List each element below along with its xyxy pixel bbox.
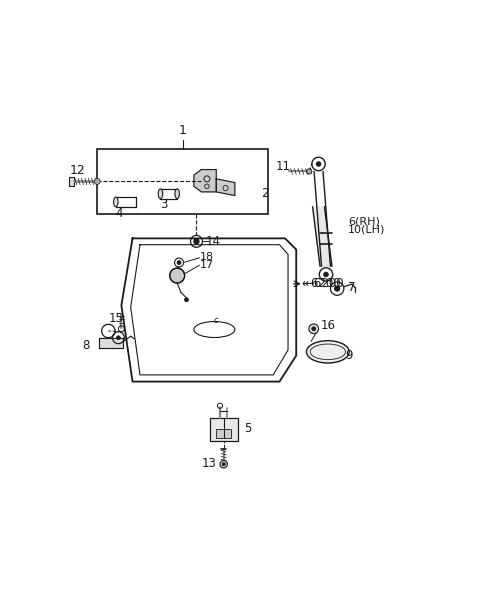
Text: 17: 17 bbox=[200, 260, 215, 270]
Text: 7: 7 bbox=[348, 281, 356, 294]
Text: 9: 9 bbox=[346, 349, 353, 362]
Circle shape bbox=[170, 268, 185, 283]
Ellipse shape bbox=[158, 189, 163, 198]
Circle shape bbox=[220, 460, 228, 468]
Circle shape bbox=[307, 169, 312, 174]
Text: 16: 16 bbox=[321, 319, 336, 332]
Text: 2: 2 bbox=[261, 187, 268, 200]
Circle shape bbox=[312, 327, 315, 330]
Text: 4: 4 bbox=[116, 207, 123, 220]
Polygon shape bbox=[194, 170, 216, 192]
Text: 5: 5 bbox=[244, 422, 252, 435]
Text: 13: 13 bbox=[202, 457, 216, 470]
Bar bbox=[69, 177, 74, 186]
Bar bbox=[210, 419, 238, 441]
Ellipse shape bbox=[175, 189, 180, 198]
Circle shape bbox=[309, 324, 319, 334]
Text: 3: 3 bbox=[160, 198, 168, 211]
Circle shape bbox=[177, 261, 181, 264]
Circle shape bbox=[316, 162, 321, 166]
Circle shape bbox=[94, 179, 100, 184]
Text: 8: 8 bbox=[83, 338, 90, 352]
Ellipse shape bbox=[306, 341, 349, 363]
Circle shape bbox=[117, 336, 120, 340]
Polygon shape bbox=[216, 179, 235, 196]
Text: 10(LH): 10(LH) bbox=[348, 224, 385, 234]
Text: 14: 14 bbox=[206, 235, 221, 248]
Circle shape bbox=[194, 239, 199, 244]
Text: 12: 12 bbox=[69, 164, 85, 177]
Bar bbox=[216, 429, 231, 438]
Circle shape bbox=[324, 272, 328, 277]
Text: 6(RH): 6(RH) bbox=[348, 217, 380, 226]
Text: 11: 11 bbox=[276, 160, 291, 173]
Circle shape bbox=[222, 463, 225, 466]
Text: 1: 1 bbox=[179, 124, 187, 137]
Text: ←6200: ←6200 bbox=[305, 277, 345, 290]
Text: 15: 15 bbox=[108, 312, 123, 325]
Text: ←6200: ←6200 bbox=[301, 277, 341, 290]
Circle shape bbox=[185, 298, 188, 302]
Text: c: c bbox=[214, 316, 218, 325]
Bar bbox=[97, 149, 268, 214]
Polygon shape bbox=[312, 207, 332, 266]
Polygon shape bbox=[99, 338, 123, 348]
Circle shape bbox=[335, 286, 340, 291]
Text: 18: 18 bbox=[200, 252, 215, 261]
Ellipse shape bbox=[114, 197, 118, 207]
